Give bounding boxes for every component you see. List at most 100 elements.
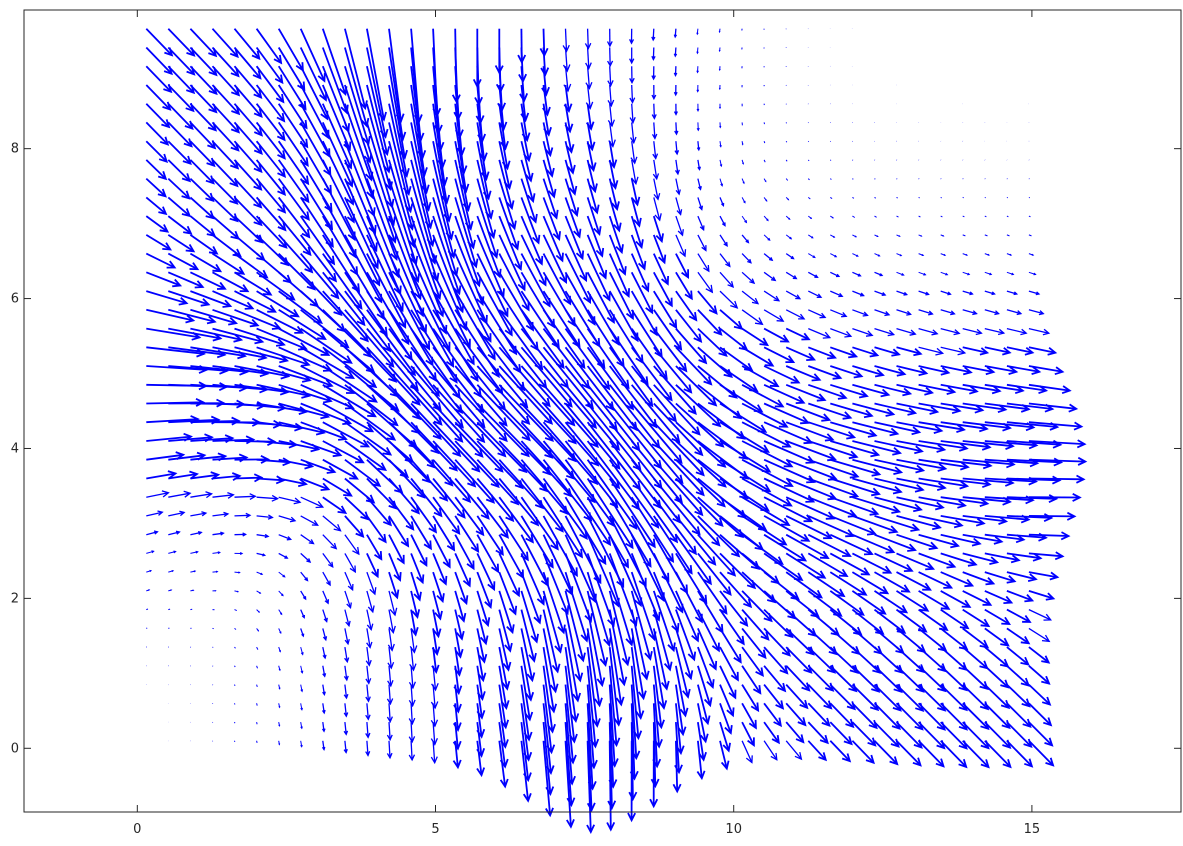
vector-arrow xyxy=(897,179,898,180)
y-tick-label: 8 xyxy=(11,142,19,157)
vector-arrow xyxy=(875,422,920,432)
vector-arrow xyxy=(720,254,730,267)
vector-arrow xyxy=(610,441,661,508)
vector-arrow xyxy=(963,647,988,668)
vector-arrow xyxy=(808,422,854,437)
vector-arrow xyxy=(698,291,717,313)
vector-arrow xyxy=(588,329,629,388)
vector-arrow xyxy=(610,366,657,427)
vector-arrow xyxy=(345,535,359,554)
vector-arrowhead xyxy=(719,107,720,108)
vector-arrow xyxy=(742,254,751,263)
vector-arrow xyxy=(610,460,658,528)
vector-arrow xyxy=(720,460,770,492)
vector-arrow xyxy=(720,272,733,287)
vector-arrow xyxy=(764,160,765,162)
vector-arrow xyxy=(1029,666,1049,684)
vector-arrow xyxy=(323,535,336,549)
vector-arrow xyxy=(786,441,835,459)
vector-arrow xyxy=(411,441,452,485)
vector-arrow xyxy=(1029,647,1049,662)
vector-arrow xyxy=(742,310,762,325)
vector-arrowhead xyxy=(719,31,720,32)
vector-arrow xyxy=(830,516,875,534)
vector-arrow xyxy=(985,235,988,236)
vector-arrow xyxy=(146,160,166,179)
vector-arrowhead xyxy=(258,630,259,631)
vector-arrow xyxy=(168,291,208,304)
vector-arrow xyxy=(235,515,251,516)
y-tick-label: 2 xyxy=(11,591,19,606)
vector-arrow xyxy=(1007,666,1029,686)
vector-arrow xyxy=(257,703,258,705)
vector-arrow xyxy=(477,254,507,316)
vector-arrow xyxy=(257,647,258,650)
vector-arrow xyxy=(499,329,546,388)
vector-arrow xyxy=(830,460,879,475)
vector-arrow xyxy=(235,179,262,208)
vector-arrow xyxy=(213,666,214,667)
vector-arrow xyxy=(213,85,239,114)
vector-arrow xyxy=(963,628,988,647)
vector-arrow xyxy=(720,235,727,246)
vector-arrow xyxy=(698,610,719,651)
vector-arrowhead xyxy=(719,50,720,51)
vector-arrow xyxy=(146,291,186,303)
vector-arrow xyxy=(632,385,680,442)
vector-arrow xyxy=(146,85,170,110)
vector-arrow xyxy=(146,141,166,161)
vector-arrow xyxy=(345,516,363,537)
vector-arrow xyxy=(963,610,989,627)
vector-arrow xyxy=(852,703,876,728)
vector-arrow xyxy=(367,441,408,477)
vector-arrow xyxy=(963,216,965,217)
vector-arrow xyxy=(477,216,500,277)
vector-arrow xyxy=(323,516,341,531)
vector-arrow xyxy=(985,666,1008,688)
vector-arrow xyxy=(852,535,893,552)
vector-arrow xyxy=(499,572,515,614)
vector-arrow xyxy=(720,291,737,308)
vector-arrow xyxy=(676,366,716,405)
vector-arrow xyxy=(941,216,943,217)
vector-arrow xyxy=(742,272,754,283)
vector-arrow xyxy=(168,179,189,199)
vector-arrow xyxy=(1029,685,1050,705)
vector-arrow xyxy=(146,179,165,197)
vector-arrowhead xyxy=(170,590,171,591)
vector-arrowhead xyxy=(742,163,743,164)
vector-arrow xyxy=(786,722,803,742)
vector-arrow xyxy=(875,497,922,509)
vector-arrow xyxy=(389,441,430,482)
vector-arrow xyxy=(235,496,256,497)
vector-arrow xyxy=(323,48,347,113)
vector-arrow xyxy=(897,197,898,198)
vector-arrow xyxy=(897,610,927,632)
y-tick-label: 6 xyxy=(11,292,19,307)
vector-arrow xyxy=(742,291,758,304)
vector-arrow xyxy=(499,610,510,651)
vector-arrow xyxy=(168,272,202,287)
vector-arrow xyxy=(698,628,716,669)
x-tick-label: 15 xyxy=(1024,822,1041,837)
vector-arrow xyxy=(985,610,1010,624)
vector-arrow xyxy=(676,310,701,342)
vector-arrow xyxy=(875,441,923,451)
x-tick-label: 10 xyxy=(725,822,742,837)
vector-arrow xyxy=(257,29,282,63)
vector-arrow xyxy=(830,535,872,554)
vector-arrow xyxy=(676,591,698,641)
vector-arrow xyxy=(852,422,897,434)
vector-arrow xyxy=(345,497,368,519)
vector-arrow xyxy=(433,497,459,533)
vector-arrow xyxy=(168,197,189,216)
vector-arrow xyxy=(720,535,759,569)
vector-arrow xyxy=(521,535,548,586)
vector-arrow xyxy=(610,422,662,488)
vector-arrow xyxy=(786,741,801,759)
vector-arrow xyxy=(919,216,921,217)
vector-arrow xyxy=(190,272,225,289)
vector-arrow xyxy=(852,216,854,217)
